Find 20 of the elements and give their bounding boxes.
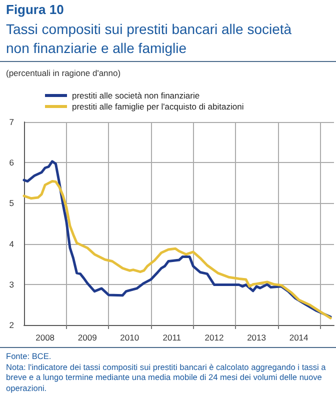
chart-title: Tassi compositi sui prestiti bancari alle società non finanziarie e alle famiglie — [6, 20, 293, 58]
x-tick-label: 2011 — [162, 332, 182, 342]
x-tick-label: 2008 — [36, 332, 55, 342]
x-tick-label: 2012 — [204, 332, 224, 342]
chart-subtitle: (percentuali in ragione d'anno) — [6, 68, 121, 78]
y-tick-label: 4 — [9, 238, 14, 249]
legend-label: prestiti alle famiglie per l'acquisto di abitazioni — [72, 102, 244, 112]
x-tick-label: 2013 — [247, 332, 266, 342]
source-note: Fonte: BCE. — [6, 351, 52, 362]
y-tick-label: 7 — [9, 117, 14, 127]
x-tick-label: 2009 — [78, 332, 98, 342]
x-tick-label: 2010 — [120, 332, 140, 342]
y-tick-label: 2 — [9, 320, 14, 330]
text: Figura 10 — [6, 2, 64, 17]
text: Nota: l'indicatore dei tassi compositi sui prestiti bancari è calcolato aggregando i tassi a breve e a lungo termine mediante una media mobile di 24 mesi dei volumi delle nuove operazioni. — [6, 362, 327, 393]
y-tick-label: 3 — [9, 279, 14, 290]
legend-label: prestiti alle società non finanziarie — [72, 90, 200, 100]
y-tick-label: 6 — [9, 158, 14, 168]
x-tick-label: 2014 — [289, 332, 309, 342]
y-tick-label: 5 — [9, 198, 14, 208]
